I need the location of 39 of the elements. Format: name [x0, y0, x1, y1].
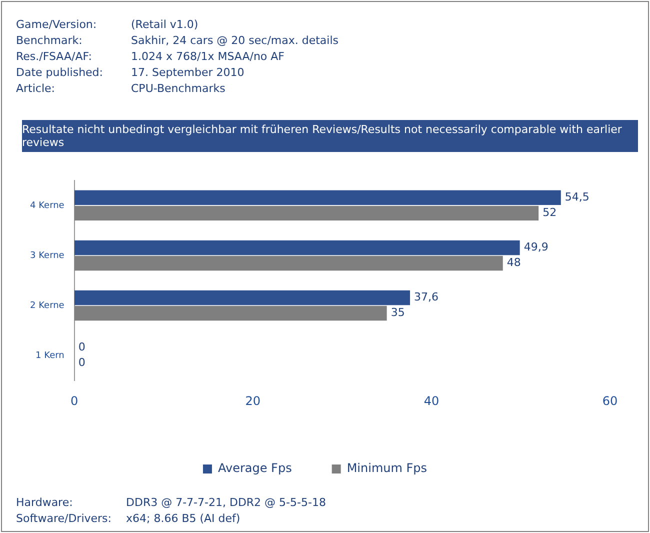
text: Resultate nicht unbedingt vergleichbar mit früheren Reviews/Results not necessarily comparable with earlier reviews	[22, 120, 638, 152]
text: 1.024 x 768/1x MSAA/no AF	[131, 50, 284, 63]
bar	[74, 190, 561, 206]
text: Benchmark:	[16, 34, 84, 47]
y-tick-label: 1 Kern	[36, 350, 64, 361]
y-tick-label: 3 Kerne	[30, 250, 65, 261]
bar	[74, 206, 539, 221]
data-label: 35	[390, 306, 405, 320]
x-tick-label: 20	[245, 394, 261, 408]
text: CPU-Benchmarks	[131, 82, 226, 95]
text: Game/Version:	[16, 18, 98, 31]
text: Article:	[16, 82, 56, 95]
text: Sakhir, 24 cars @ 20 sec/max. details	[131, 34, 339, 47]
text: 17. September 2010	[131, 66, 244, 79]
text: DDR3 @ 7-7-7-21, DDR2 @ 5-5-5-18	[126, 496, 326, 509]
y-tick-label: 2 Kerne	[30, 300, 65, 311]
text: Software/Drivers:	[16, 512, 112, 525]
data-label: 54,5	[564, 190, 590, 204]
x-tick-label: 0	[70, 394, 78, 408]
bar	[74, 290, 410, 306]
data-label: 48	[506, 256, 521, 270]
data-label: 49,9	[524, 240, 548, 254]
x-tick-label: 40	[424, 394, 440, 408]
bar	[74, 256, 503, 271]
bar	[74, 306, 387, 321]
text: Hardware:	[16, 496, 74, 509]
text: (Retail v1.0)	[131, 18, 198, 31]
text: x64; 8.66 B5 (AI def)	[126, 512, 240, 525]
bar	[74, 240, 520, 256]
data-label: 37,6	[414, 290, 439, 304]
legend-label: Minimum Fps	[346, 461, 428, 476]
text: Res./FSAA/AF:	[16, 50, 93, 63]
data-label: 52	[542, 206, 557, 220]
data-label: 0	[78, 340, 86, 354]
text: Date published:	[16, 66, 104, 79]
data-label: 0	[78, 356, 86, 370]
x-tick-label: 60	[602, 394, 618, 408]
legend-label: Average Fps	[218, 461, 292, 476]
y-tick-label: 4 Kerne	[30, 200, 65, 211]
